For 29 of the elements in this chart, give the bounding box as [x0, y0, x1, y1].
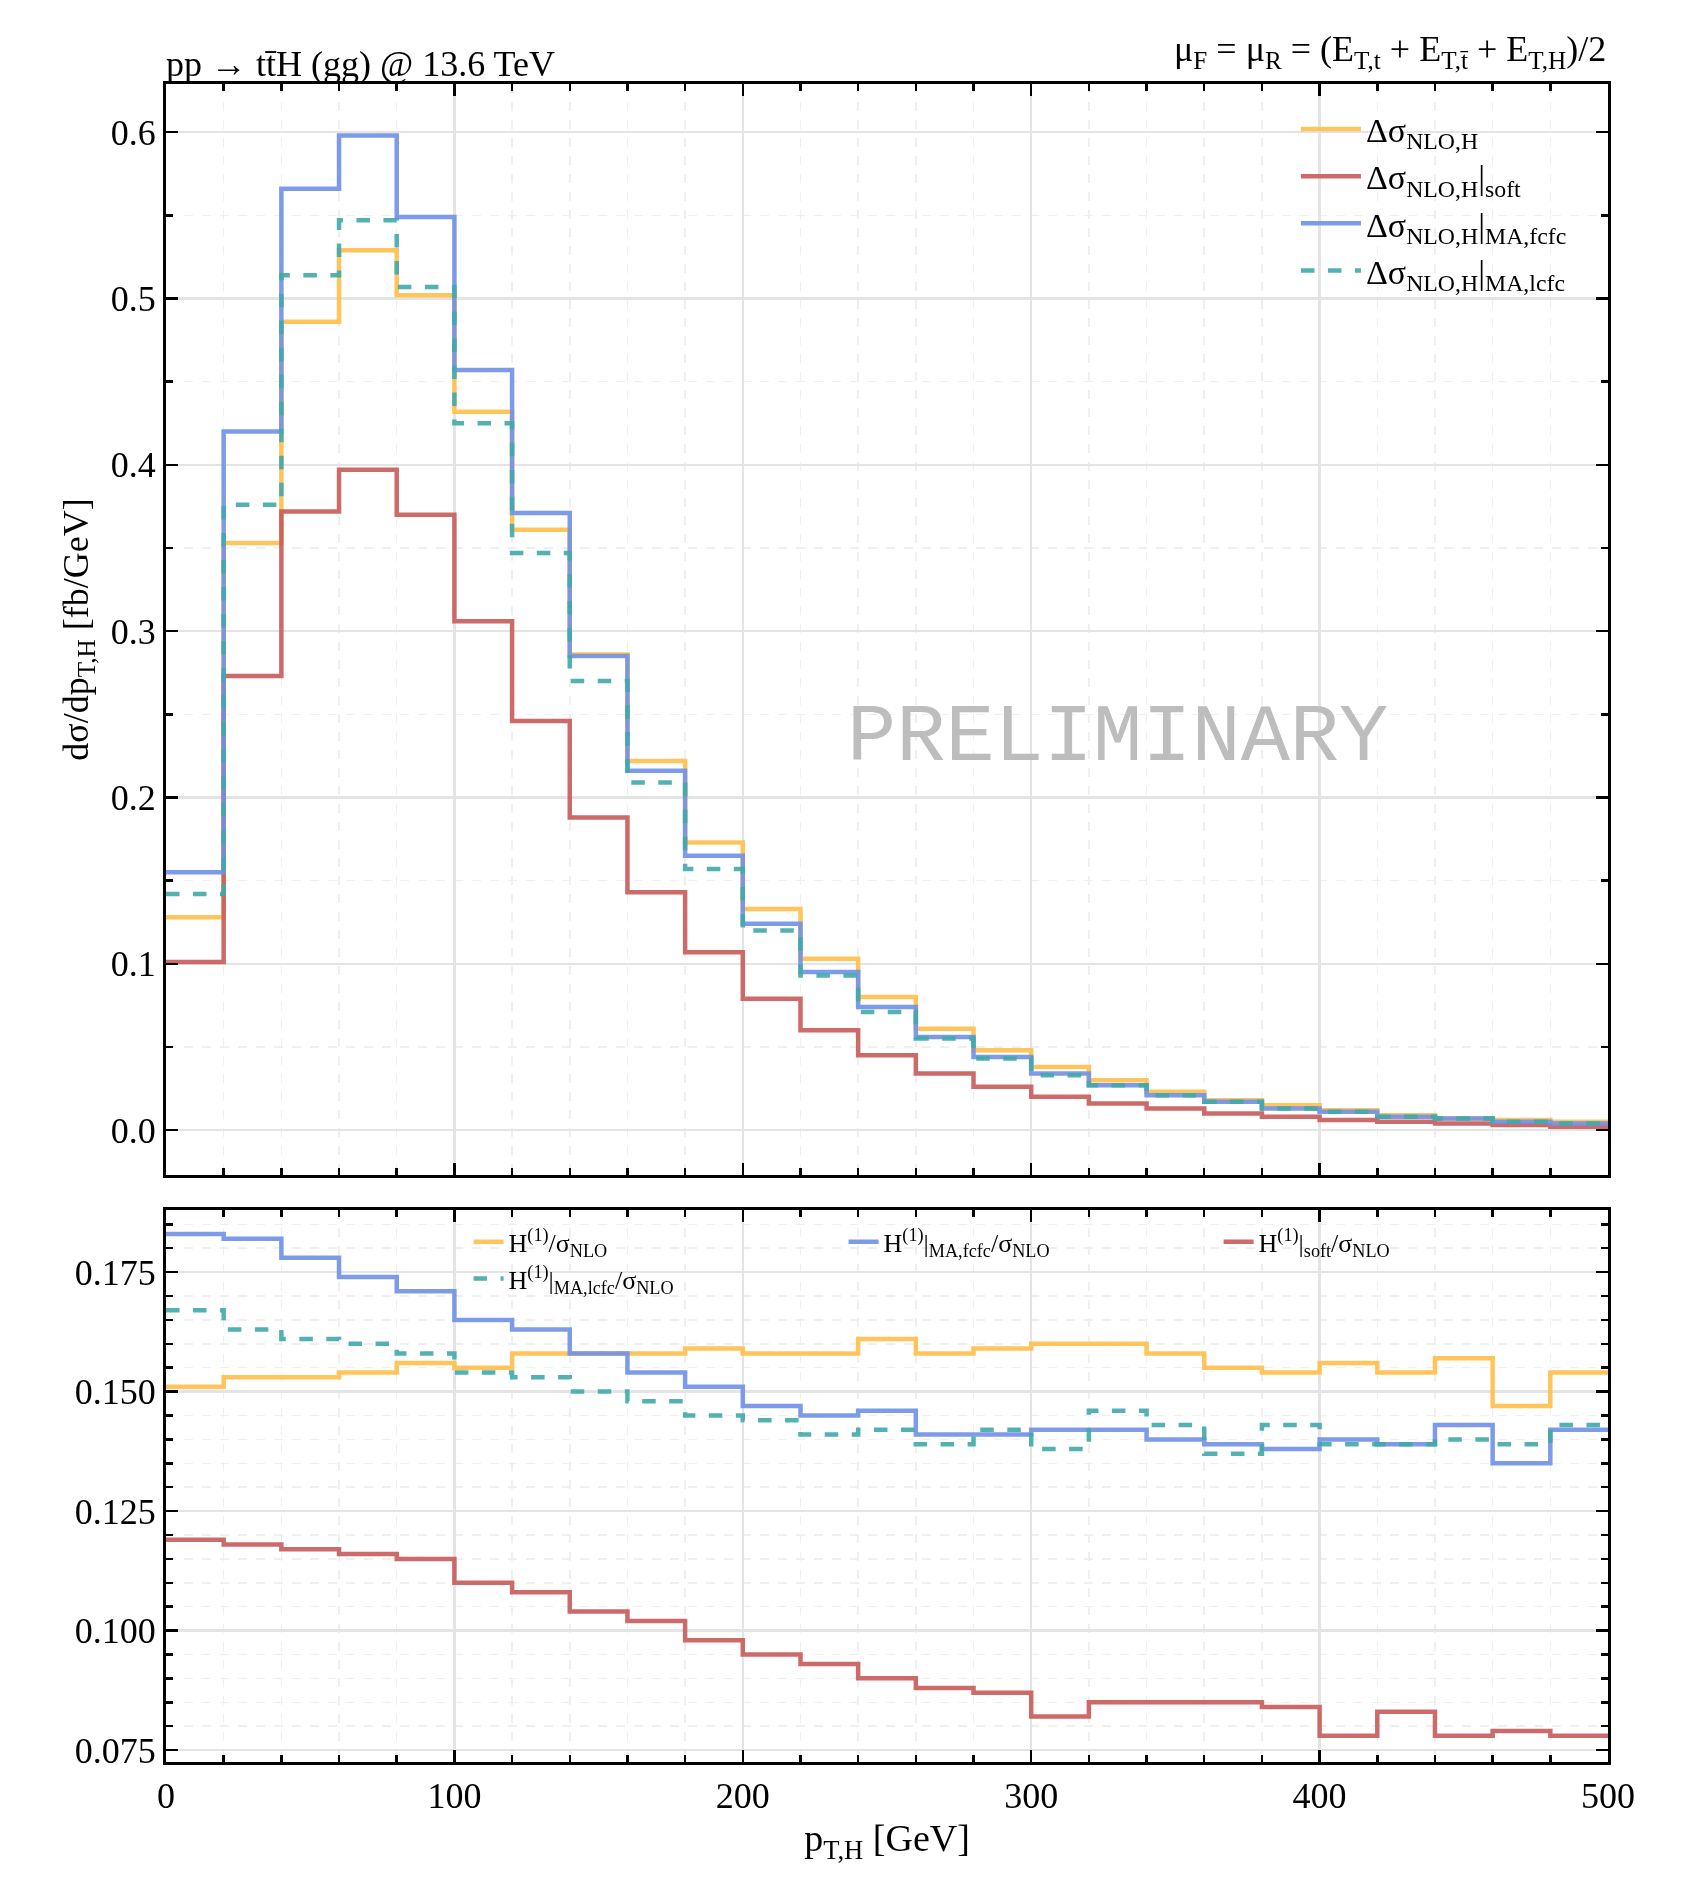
legend-label: Δσ$_{NLO,H}$|$_{soft}$	[1365, 159, 1522, 202]
legend-label: Δσ$_{NLO,H}$|$_{MA,fcfc}$	[1365, 206, 1567, 249]
y-tick-label: 0.175	[74, 1252, 156, 1293]
y-tick-label: 0.4	[110, 445, 156, 486]
text: μ$_{F}$ = μ$_{R}$ = (E$_{T,t}$ + E$_{T,t̄}$ + E$_{T,H}$)/2	[1174, 29, 1607, 74]
y-tick-label: 0.1	[110, 944, 156, 985]
legend-label: H$^{(1)}$|$_{MA,fcfc}$/σ$_{NLO}$	[883, 1224, 1050, 1262]
y-tick-label: 0.6	[110, 112, 156, 153]
x-tick-label: 300	[1004, 1776, 1059, 1817]
y-tick-label: 0.075	[74, 1730, 156, 1771]
y-tick-label: 0.100	[74, 1611, 156, 1652]
annotation: PRELIMINARY	[847, 692, 1389, 785]
x-axis-title: p$_{T,H}$ [GeV]	[804, 1817, 970, 1866]
x-tick-label: 200	[715, 1776, 770, 1817]
x-tick-label: 400	[1292, 1776, 1347, 1817]
legend-label: H$^{(1)}$|$_{MA,lcfc}$/σ$_{NLO}$	[508, 1261, 674, 1299]
legend-label: H$^{(1)}$/σ$_{NLO}$	[508, 1224, 608, 1262]
y-tick-label: 0.150	[74, 1372, 156, 1413]
y-tick-label: 0.125	[74, 1491, 156, 1532]
y-tick-label: 0.5	[110, 279, 156, 320]
x-tick-label: 0	[157, 1776, 175, 1817]
x-tick-label: 500	[1581, 1776, 1635, 1817]
legend-label: H$^{(1)}$|$_{soft}$/σ$_{NLO}$	[1258, 1224, 1390, 1262]
legend-label: Δσ$_{NLO,H}$|$_{MA,lcfc}$	[1365, 253, 1565, 296]
y-tick-label: 0.2	[110, 778, 156, 819]
legend-label: Δσ$_{NLO,H}$	[1365, 112, 1479, 155]
x-tick-label: 100	[427, 1776, 482, 1817]
y-tick-label: 0.3	[110, 611, 156, 652]
y-tick-label: 0.0	[110, 1110, 156, 1151]
